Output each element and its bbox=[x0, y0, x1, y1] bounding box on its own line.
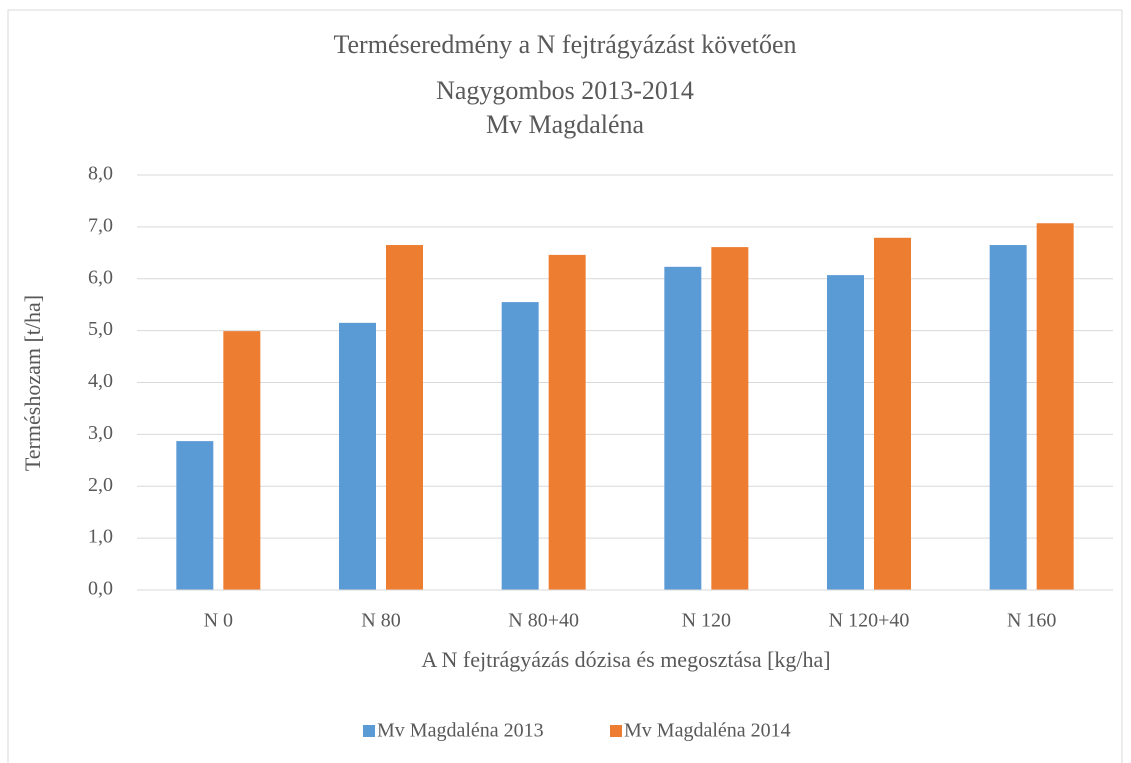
y-tick-label: 6,0 bbox=[88, 266, 113, 288]
y-tick-label: 7,0 bbox=[88, 214, 113, 236]
chart-title: Nagygombos 2013-2014 bbox=[436, 76, 694, 105]
bar bbox=[827, 275, 864, 590]
bar bbox=[874, 237, 911, 591]
y-tick-label: 2,0 bbox=[88, 474, 113, 496]
chart-title: Terméseredmény a N fejtrágyázást követőe… bbox=[333, 30, 796, 59]
x-tick-label: N 120+40 bbox=[829, 610, 910, 632]
y-tick-label: 0,0 bbox=[88, 578, 113, 600]
bar bbox=[989, 245, 1027, 590]
bar bbox=[664, 266, 702, 590]
y-tick-label: 8,0 bbox=[88, 163, 113, 185]
x-tick-label: N 0 bbox=[204, 610, 233, 632]
bar bbox=[223, 331, 261, 590]
x-tick-label: N 120 bbox=[682, 610, 731, 632]
legend-label: Mv Magdaléna 2013 bbox=[377, 720, 544, 742]
bar bbox=[1036, 223, 1074, 590]
legend-swatch bbox=[363, 725, 375, 737]
y-tick-label: 3,0 bbox=[88, 422, 113, 444]
x-tick-label: N 160 bbox=[1007, 610, 1056, 632]
y-tick-label: 1,0 bbox=[88, 526, 113, 548]
bar bbox=[339, 322, 376, 590]
x-tick-label: N 80 bbox=[361, 610, 400, 632]
bar bbox=[711, 247, 749, 590]
y-tick-label: 5,0 bbox=[88, 318, 113, 340]
bar bbox=[386, 245, 423, 590]
y-axis-title: Terméshozam [t/ha] bbox=[20, 295, 45, 471]
legend-swatch bbox=[610, 725, 622, 737]
x-axis-title: A N fejtrágyázás dózisa és megosztása [k… bbox=[421, 647, 830, 672]
bar bbox=[501, 302, 539, 590]
legend-label: Mv Magdaléna 2014 bbox=[624, 720, 791, 742]
chart-title: Mv Magdaléna bbox=[486, 110, 645, 139]
y-tick-label: 4,0 bbox=[88, 370, 113, 392]
bar bbox=[176, 441, 214, 590]
x-tick-label: N 80+40 bbox=[508, 610, 579, 632]
bar bbox=[548, 254, 586, 590]
